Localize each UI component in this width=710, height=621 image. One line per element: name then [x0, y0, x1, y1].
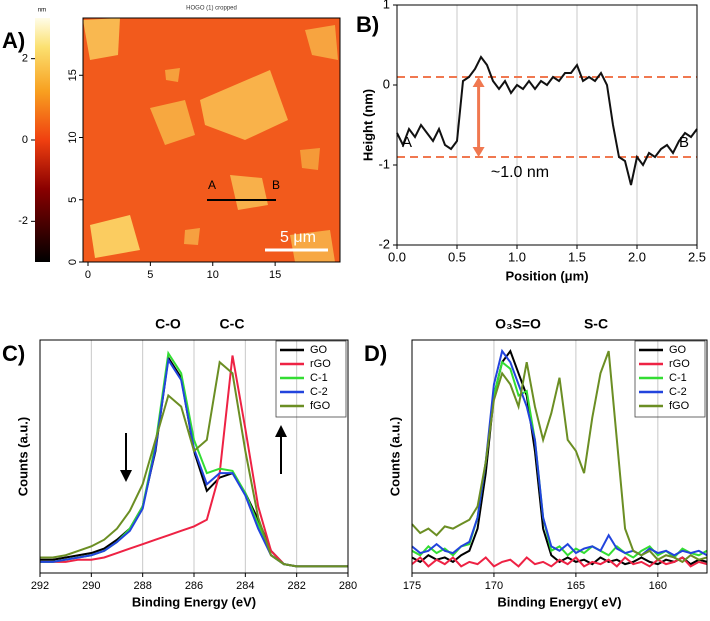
colorbar-label: nm	[38, 8, 46, 14]
annotation: C-C	[220, 316, 245, 332]
y-tick-label: -2	[378, 236, 390, 251]
x-tick-label: 282	[287, 580, 305, 592]
x-tick-label: 0.5	[448, 249, 466, 264]
colorbar	[35, 18, 50, 262]
x-tick-label: 165	[567, 580, 585, 592]
legend-label: C-1	[669, 372, 687, 384]
annotation: O₃S=O	[495, 316, 541, 332]
flake	[150, 100, 195, 145]
legend-label: fGO	[669, 400, 690, 412]
legend-label: C-1	[310, 372, 328, 384]
x-axis-label: Position (μm)	[505, 268, 588, 283]
flake	[90, 215, 140, 258]
legend-box	[275, 340, 347, 418]
x-tick-label: 290	[82, 580, 100, 592]
colorbar-tick-label: 0	[22, 134, 28, 146]
x-tick-label: 5	[147, 269, 153, 281]
legend-label: GO	[669, 344, 687, 356]
plot-frame	[396, 4, 698, 246]
arrow-head	[472, 147, 485, 157]
y-tick-label: 0	[383, 76, 390, 91]
arrow-head	[275, 425, 287, 437]
annotation: S-C	[584, 316, 608, 332]
flake	[200, 70, 288, 140]
y-axis-label: Height (nm)	[360, 89, 375, 161]
arrow-head	[472, 77, 485, 87]
y-tick-label: 1	[383, 0, 390, 11]
flake	[230, 175, 268, 210]
series-line	[411, 348, 708, 557]
annotation: 5 μm	[280, 229, 316, 246]
annotation: A	[208, 178, 216, 192]
legend-label: rGO	[669, 358, 690, 370]
flake	[184, 228, 200, 245]
flake	[290, 230, 335, 262]
legend-label: GO	[310, 344, 328, 356]
x-tick-label: 170	[485, 580, 503, 592]
colorbar-tick-label: -2	[18, 215, 28, 227]
series-line	[396, 55, 698, 186]
x-tick-label: 160	[649, 580, 667, 592]
legend-label: C-2	[669, 386, 687, 398]
panel-label: C)	[2, 341, 25, 366]
x-tick-label: 288	[133, 580, 151, 592]
annotation: A	[402, 134, 412, 151]
panel-label: A)	[2, 28, 25, 53]
flake	[300, 148, 320, 170]
x-tick-label: 1.0	[508, 249, 526, 264]
annotation: B	[272, 178, 280, 192]
x-tick-label: 0.0	[388, 249, 406, 264]
image-title: HOGO (1) cropped	[186, 6, 237, 12]
plot-frame	[411, 339, 708, 574]
legend-label: C-2	[310, 386, 328, 398]
afm-image	[83, 18, 340, 262]
annotation: C-O	[155, 316, 181, 332]
flake	[305, 25, 338, 60]
x-tick-label: 15	[269, 269, 281, 281]
colorbar-tick-label: 2	[22, 53, 28, 65]
x-tick-label: 0	[85, 269, 91, 281]
panel-label: B)	[356, 12, 379, 37]
plot-frame	[39, 339, 349, 574]
arrows	[120, 425, 287, 482]
x-tick-label: 280	[339, 580, 357, 592]
x-tick-label: 2.5	[688, 249, 706, 264]
flake	[165, 68, 180, 82]
annotation: B	[679, 134, 689, 151]
arrow-head	[120, 470, 132, 482]
y-axis-label: Counts (a.u.)	[15, 417, 30, 496]
y-tick-label: 15	[67, 69, 79, 81]
legend-label: rGO	[310, 358, 331, 370]
y-tick-label: -1	[378, 156, 390, 171]
annotation: ~1.0 nm	[491, 164, 549, 181]
x-tick-label: 286	[185, 580, 203, 592]
x-tick-label: 2.0	[628, 249, 646, 264]
y-tick-label: 10	[67, 131, 79, 143]
y-tick-label: 5	[67, 197, 79, 203]
x-axis-label: Binding Energy (eV)	[132, 594, 256, 609]
x-tick-label: 10	[207, 269, 219, 281]
flake	[83, 18, 120, 60]
x-tick-label: 175	[403, 580, 421, 592]
x-tick-label: 284	[236, 580, 254, 592]
legend-box	[634, 340, 706, 418]
panel-label: D)	[364, 341, 387, 366]
x-tick-label: 292	[31, 580, 49, 592]
legend-label: fGO	[310, 400, 331, 412]
series-line	[411, 349, 708, 566]
y-tick-label: 0	[67, 259, 79, 265]
plot-frame	[82, 17, 341, 263]
x-tick-label: 1.5	[568, 249, 586, 264]
y-axis-label: Counts (a.u.)	[387, 417, 402, 496]
x-axis-label: Binding Energy( eV)	[497, 594, 621, 609]
series-line	[40, 360, 348, 568]
series-line	[411, 350, 708, 564]
